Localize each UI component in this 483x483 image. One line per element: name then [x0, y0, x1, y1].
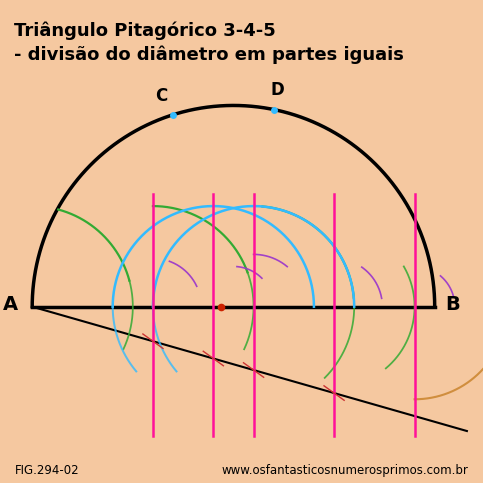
Text: FIG.294-02: FIG.294-02 [14, 464, 79, 477]
Text: - divisão do diâmetro em partes iguais: - divisão do diâmetro em partes iguais [14, 46, 404, 64]
Text: Triângulo Pitagórico 3-4-5: Triângulo Pitagórico 3-4-5 [14, 22, 276, 40]
Text: B: B [445, 295, 459, 314]
Text: C: C [155, 86, 167, 105]
Text: www.osfantasticosnumerosprimos.com.br: www.osfantasticosnumerosprimos.com.br [222, 464, 469, 477]
Text: A: A [3, 295, 18, 314]
Text: D: D [271, 82, 284, 99]
